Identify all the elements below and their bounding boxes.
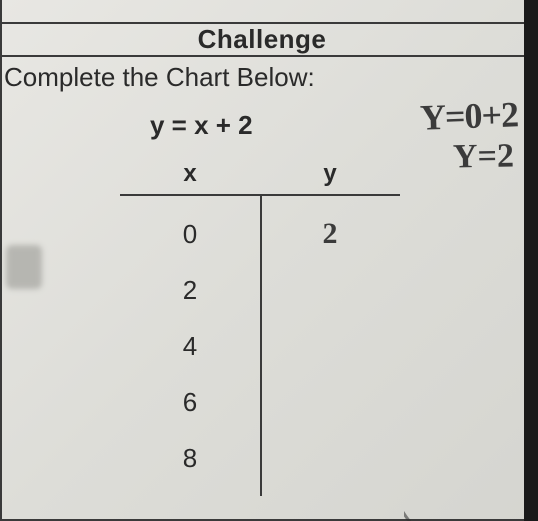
cell-x: 4 (120, 331, 260, 362)
xy-chart: x y 0 2 2 4 6 8 (120, 160, 400, 486)
right-margin-shadow (524, 0, 538, 521)
page-smudge (6, 245, 42, 289)
handwritten-work-line-1: Y=0+2 (419, 93, 518, 138)
cell-x: 8 (120, 443, 260, 474)
equation-text: y = x + 2 (150, 110, 253, 141)
header-y: y (260, 160, 400, 188)
cell-y: 2 (260, 217, 400, 251)
prompt-text: Complete the Chart Below: (4, 62, 315, 93)
chart-vertical-rule (260, 196, 262, 496)
handwritten-work-line-2: Y=2 (453, 137, 515, 176)
chart-headers: x y (120, 160, 400, 188)
cell-x: 2 (120, 275, 260, 306)
cell-x: 0 (120, 219, 260, 250)
section-title: Challenge (0, 22, 524, 55)
title-rule (0, 55, 524, 57)
cell-x: 6 (120, 387, 260, 418)
header-x: x (120, 160, 260, 188)
